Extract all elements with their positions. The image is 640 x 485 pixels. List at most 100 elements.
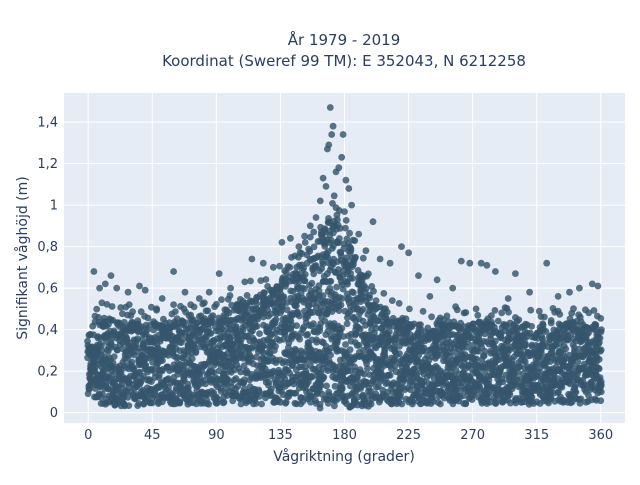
data-point [596, 339, 603, 346]
y-tick-label: 1,4 [37, 116, 58, 131]
data-point [171, 308, 179, 315]
data-point [315, 282, 323, 290]
data-point [347, 247, 355, 254]
data-point [306, 247, 314, 255]
data-point [576, 284, 583, 292]
data-point [366, 294, 373, 302]
data-point [136, 282, 143, 290]
x-tick-label: 360 [588, 428, 613, 443]
data-point [322, 183, 330, 190]
data-point [342, 217, 350, 224]
data-point [345, 185, 353, 192]
data-point [588, 280, 596, 288]
data-point [93, 305, 101, 313]
data-point [99, 390, 106, 398]
data-point [201, 299, 208, 307]
data-point [192, 348, 200, 356]
data-point [505, 308, 512, 316]
data-point [496, 368, 504, 376]
data-point [266, 392, 274, 400]
data-point [460, 392, 467, 399]
data-point [348, 263, 356, 270]
data-point [346, 229, 353, 237]
data-point [98, 299, 106, 307]
data-point [483, 261, 491, 269]
data-point [527, 306, 535, 314]
data-point [424, 324, 432, 332]
data-point [188, 355, 196, 363]
data-point [283, 306, 291, 314]
y-axis-title: Signifikant våghöjd (m) [14, 176, 31, 339]
data-point [376, 255, 384, 263]
data-point [272, 316, 280, 323]
data-point [141, 286, 149, 294]
data-point [398, 243, 405, 251]
data-point [110, 353, 118, 360]
data-point [581, 363, 588, 371]
data-point [539, 320, 547, 328]
data-point [177, 339, 185, 346]
data-point [241, 278, 249, 286]
data-point [243, 302, 251, 310]
data-point [494, 317, 502, 325]
data-point [202, 380, 209, 388]
data-point [101, 280, 109, 288]
data-point [306, 222, 314, 230]
data-point [227, 284, 235, 292]
data-point [134, 344, 142, 352]
data-point [570, 305, 577, 313]
data-point [466, 259, 474, 267]
data-point [176, 399, 184, 407]
data-point [405, 249, 412, 257]
data-point [512, 270, 519, 277]
data-point [556, 311, 564, 318]
data-point [437, 367, 444, 375]
data-point [585, 309, 593, 317]
data-point [395, 300, 403, 307]
data-point [488, 312, 495, 319]
data-point [491, 307, 499, 314]
data-point [336, 207, 343, 214]
data-point [215, 270, 223, 277]
data-point [209, 312, 217, 319]
data-point [262, 276, 270, 283]
data-point [130, 365, 138, 373]
x-tick-label: 135 [268, 428, 293, 443]
data-point [342, 224, 349, 232]
data-point [316, 400, 324, 408]
data-point [187, 301, 195, 309]
data-point [129, 308, 137, 316]
data-point [114, 319, 122, 327]
data-point [381, 354, 389, 361]
data-point [499, 378, 507, 386]
data-point [313, 336, 320, 344]
data-point [356, 325, 364, 333]
data-point [388, 297, 396, 304]
data-point [319, 174, 327, 182]
data-point [144, 314, 152, 322]
data-point [567, 399, 575, 407]
data-point [310, 270, 318, 278]
x-tick-label: 225 [396, 428, 421, 443]
data-point [398, 400, 406, 408]
data-point [492, 399, 500, 407]
data-point [504, 295, 512, 302]
data-point [443, 312, 451, 320]
data-point [597, 315, 605, 322]
data-point [108, 303, 116, 310]
y-tick-label: 1,2 [37, 157, 58, 172]
data-point [521, 358, 529, 366]
data-point [190, 341, 198, 349]
data-point [229, 397, 237, 405]
data-point [515, 316, 523, 324]
data-point [306, 233, 314, 241]
data-point [220, 398, 228, 406]
data-point [433, 276, 441, 284]
data-point [437, 400, 444, 408]
data-point [362, 247, 370, 255]
data-point [141, 362, 149, 370]
data-point [164, 363, 172, 371]
data-point [95, 314, 102, 321]
data-point [120, 318, 128, 326]
